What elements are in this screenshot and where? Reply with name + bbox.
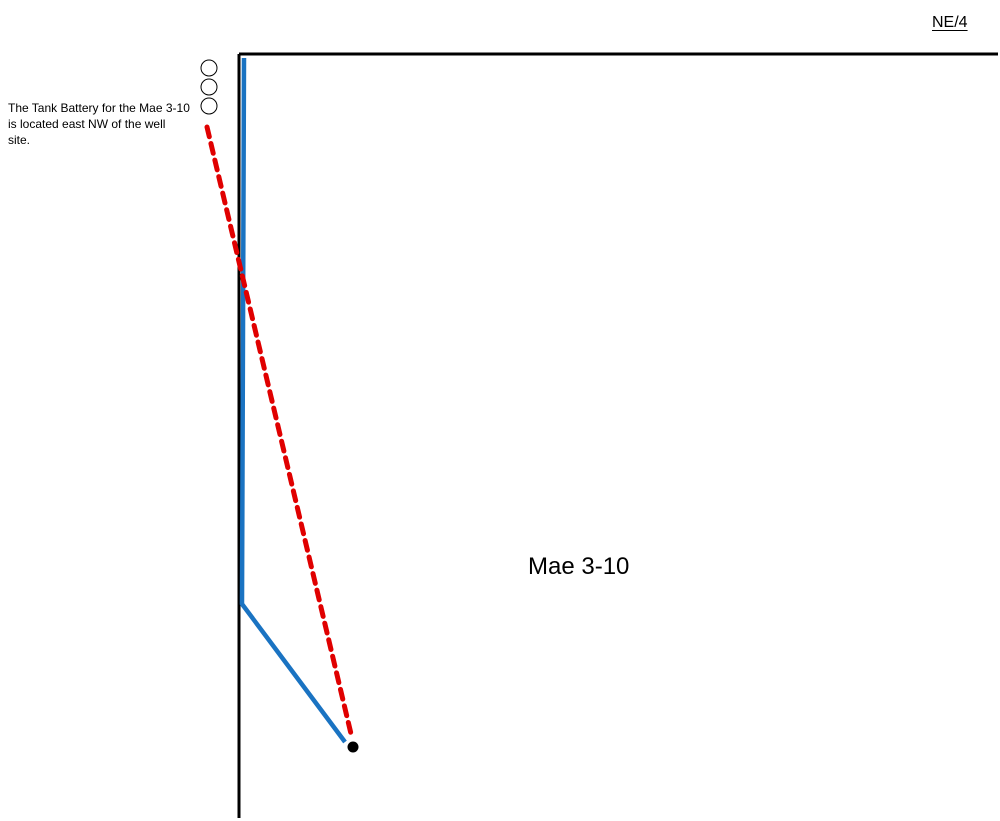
wellhead-icon — [347, 741, 359, 753]
quarter-section-label: NE/4 — [932, 14, 968, 31]
tank-battery-note: The Tank Battery for the Mae 3-10 is loc… — [8, 101, 190, 147]
flowline — [239, 57, 347, 744]
tank-icon — [200, 59, 218, 77]
tank-icon — [200, 78, 218, 96]
tank-icon — [200, 97, 218, 115]
well-name-label: Mae 3-10 — [528, 553, 630, 580]
access-route — [204, 124, 355, 741]
